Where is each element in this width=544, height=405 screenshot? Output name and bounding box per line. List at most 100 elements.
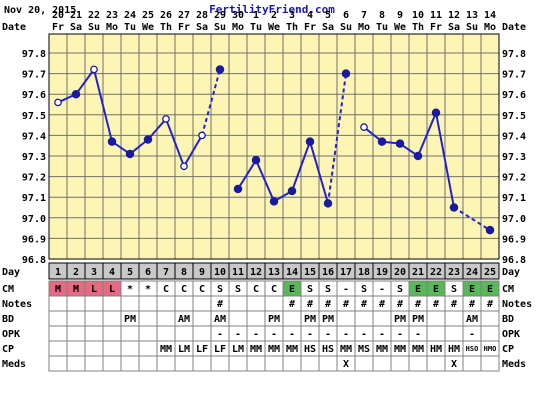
bd-cell	[426, 310, 446, 327]
opk-cell-value: -	[361, 329, 367, 340]
temperature-point	[341, 69, 351, 78]
opk-cell-value: -	[325, 329, 331, 340]
meds-cell	[408, 355, 428, 372]
bd-row-label-right: BD	[502, 314, 514, 325]
opk-row-label: OPK	[2, 329, 20, 340]
temperature-point	[485, 225, 495, 235]
temperature-line-segment	[93, 69, 113, 142]
temperature-line-segment	[291, 141, 311, 192]
notes-cell	[228, 295, 248, 312]
bd-cell	[228, 310, 248, 327]
date-tick-label: 13	[466, 10, 478, 21]
date-tick-label: 6	[343, 10, 349, 21]
cm-cell-value: C	[271, 284, 277, 295]
cp-cell	[66, 340, 86, 357]
cm-cell-value: -	[379, 284, 385, 295]
opk-cell-value: -	[271, 329, 277, 340]
bd-cell	[336, 310, 356, 327]
cp-cell	[84, 340, 104, 357]
opk-cell-value: -	[235, 329, 241, 340]
cycle-day-label: 5	[127, 267, 133, 278]
date-tick-label: 25	[142, 10, 154, 21]
opk-cell	[102, 325, 122, 342]
notes-cell-value: #	[415, 299, 421, 310]
cycle-day-label: 3	[91, 267, 97, 278]
weekday-tick-label: Th	[412, 22, 424, 33]
temperature-point	[71, 89, 81, 99]
cycle-day-label: 13	[268, 267, 280, 278]
y-tick-label-left: 97.0	[22, 214, 46, 225]
temperature-line-segment	[237, 159, 257, 190]
meds-cell	[192, 355, 212, 372]
notes-cell	[192, 295, 212, 312]
temperature-point	[413, 151, 423, 161]
temperature-line-segment	[435, 112, 455, 208]
cm-cell-value: S	[361, 284, 367, 295]
cm-cell-value: L	[109, 284, 115, 295]
bd-cell	[48, 310, 68, 327]
temperature-point	[233, 184, 243, 194]
opk-cell-value: -	[415, 329, 421, 340]
meds-cell	[246, 355, 266, 372]
y-tick-label-right: 97.7	[502, 70, 526, 81]
opk-cell-value: -	[307, 329, 313, 340]
opk-cell	[174, 325, 194, 342]
meds-cell	[462, 355, 482, 372]
cp-cell-value: HSO	[466, 345, 479, 353]
cp-cell-value: HM	[430, 344, 442, 355]
weekday-tick-label: Su	[214, 22, 226, 33]
weekday-tick-label: We	[268, 22, 280, 33]
date-tick-label: 24	[124, 10, 136, 21]
temperature-point	[54, 98, 62, 107]
notes-cell	[84, 295, 104, 312]
temperature-point	[305, 137, 315, 146]
notes-cell-value: #	[469, 299, 475, 310]
notes-cell	[102, 295, 122, 312]
weekday-tick-label: Th	[160, 22, 172, 33]
cp-cell-value: MM	[160, 344, 172, 355]
meds-cell	[210, 355, 230, 372]
weekday-tick-label: Su	[88, 22, 100, 33]
date-tick-label: 2	[271, 10, 277, 21]
bd-cell	[156, 310, 176, 327]
bd-cell	[84, 310, 104, 327]
y-tick-label-left: 96.9	[22, 234, 46, 245]
opk-cell	[84, 325, 104, 342]
opk-cell	[120, 325, 140, 342]
opk-cell	[480, 325, 500, 342]
weekday-tick-label: We	[142, 22, 154, 33]
notes-cell-value: #	[343, 299, 349, 310]
temperature-line-segment	[183, 134, 203, 167]
cm-cell-value: S	[325, 284, 331, 295]
cp-cell-value: MM	[376, 344, 388, 355]
chart-date-text: Nov 20, 2015	[4, 5, 76, 16]
cp-cell-value: MM	[412, 344, 424, 355]
notes-cell-value: #	[217, 299, 223, 310]
cycle-day-label: 2	[73, 267, 79, 278]
temperature-line-segment	[165, 118, 185, 167]
plot-border	[48, 33, 500, 260]
date-tick-label: 10	[412, 10, 424, 21]
y-tick-label-right: 96.9	[502, 234, 526, 245]
meds-cell	[300, 355, 320, 372]
cm-cell-value: *	[145, 284, 151, 295]
date-tick-label: 23	[106, 10, 118, 21]
date-tick-label: 8	[379, 10, 385, 21]
meds-cell	[66, 355, 86, 372]
bd-cell	[282, 310, 302, 327]
bd-cell-value: PM	[124, 314, 136, 325]
cp-cell-value: MM	[268, 344, 280, 355]
bd-cell	[66, 310, 86, 327]
cycle-day-label: 4	[109, 267, 115, 278]
date-tick-label: 29	[214, 10, 226, 21]
opk-cell-value: -	[253, 329, 259, 340]
y-tick-label-right: 97.6	[502, 90, 526, 101]
cm-row-label-right: CM	[502, 284, 514, 295]
cycle-day-label: 23	[448, 267, 460, 278]
cp-cell-value: HS	[304, 344, 316, 355]
date-tick-label: 7	[361, 10, 367, 21]
bd-cell	[354, 310, 374, 327]
cm-cell-value: S	[217, 284, 223, 295]
temperature-line-segment	[453, 206, 491, 232]
